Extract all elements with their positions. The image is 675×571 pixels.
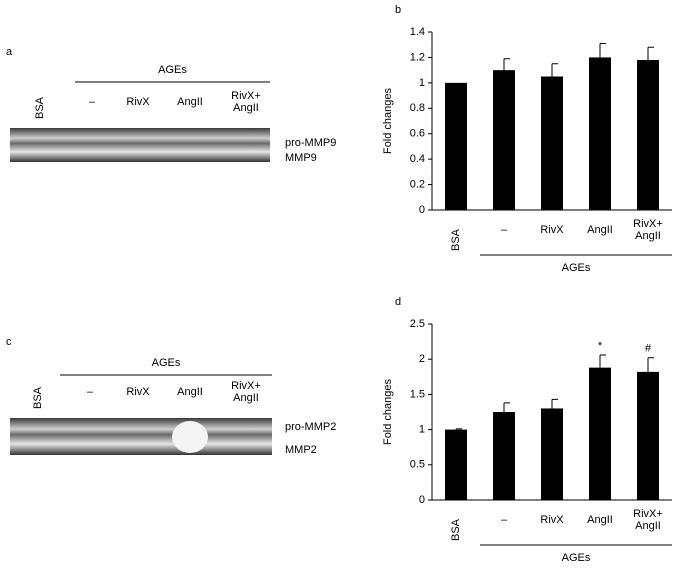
lane-label: RivX xyxy=(126,386,150,398)
y-tick-label: 0.4 xyxy=(410,153,425,165)
bar xyxy=(637,371,659,500)
lane-label: BSA xyxy=(32,387,44,410)
annotation: * xyxy=(598,340,603,352)
y-tick-label: 1 xyxy=(419,77,425,89)
x-tick-label: – xyxy=(500,224,508,236)
band-label: pro-MMP9 xyxy=(285,137,336,149)
bar xyxy=(541,76,563,210)
error-bar xyxy=(647,357,654,372)
panel-label: b xyxy=(395,4,401,16)
group-label: AGEs xyxy=(152,357,181,369)
y-tick-label: 0.6 xyxy=(410,128,425,140)
y-tick-label: 0.8 xyxy=(410,102,425,114)
lane-label: – xyxy=(88,96,96,108)
bar xyxy=(589,367,611,500)
y-tick-label: 2.5 xyxy=(410,318,425,330)
lane-label: RivX+ AngII xyxy=(231,380,261,404)
panel-label: d xyxy=(395,296,401,308)
bar xyxy=(589,57,611,210)
bar xyxy=(493,412,515,500)
x-tick-label: RivX xyxy=(540,224,564,236)
error-bar xyxy=(599,42,606,58)
gel-image xyxy=(10,418,272,455)
group-label: AGEs xyxy=(158,64,187,76)
bar xyxy=(637,59,659,210)
lane-label: BSA xyxy=(34,97,46,120)
y-axis-title: Fold changes xyxy=(382,87,394,154)
band-label: MMP2 xyxy=(285,444,317,456)
x-tick-label: RivX xyxy=(540,514,564,526)
lane-label: AngII xyxy=(177,96,203,108)
x-tick-label: – xyxy=(500,514,508,526)
y-tick-label: 1.4 xyxy=(410,26,425,38)
y-axis-title: Fold changes xyxy=(382,378,394,445)
panel-label: c xyxy=(6,336,12,348)
y-tick-label: 1.5 xyxy=(410,388,425,400)
lane-label: – xyxy=(86,386,94,398)
y-tick-label: 1.2 xyxy=(410,51,425,63)
error-bar xyxy=(647,46,654,60)
y-tick-label: 2 xyxy=(419,353,425,365)
y-tick-label: 1 xyxy=(419,424,425,436)
x-tick-label: AngII xyxy=(587,224,613,236)
group-label: AGEs xyxy=(562,262,591,274)
error-bar xyxy=(503,58,510,71)
bar xyxy=(445,429,467,500)
gel-image xyxy=(10,128,270,162)
panel-label: a xyxy=(6,46,13,58)
group-label: AGEs xyxy=(562,552,591,564)
y-tick-label: 0 xyxy=(419,494,425,506)
x-tick-label: BSA xyxy=(450,229,462,252)
y-tick-label: 0.2 xyxy=(410,178,425,190)
lane-label: RivX xyxy=(126,96,150,108)
bar xyxy=(541,408,563,500)
x-tick-label: RivX+ AngII xyxy=(633,508,663,532)
lane-label: AngII xyxy=(177,386,203,398)
error-bar xyxy=(551,398,558,409)
gel-spot xyxy=(172,421,208,453)
error-bar xyxy=(599,354,606,368)
x-tick-label: RivX+ AngII xyxy=(633,218,663,242)
x-tick-label: AngII xyxy=(587,514,613,526)
x-tick-label: BSA xyxy=(450,519,462,542)
band-label: MMP9 xyxy=(285,152,317,164)
bar xyxy=(493,70,515,211)
bar xyxy=(445,82,467,210)
error-bar xyxy=(503,402,510,412)
error-bar xyxy=(551,63,558,77)
y-tick-label: 0 xyxy=(419,204,425,216)
error-bar xyxy=(455,428,462,430)
annotation: # xyxy=(645,343,652,355)
band-label: pro-MMP2 xyxy=(285,421,336,433)
lane-label: RivX+ AngII xyxy=(231,90,261,114)
y-tick-label: 0.5 xyxy=(410,459,425,471)
